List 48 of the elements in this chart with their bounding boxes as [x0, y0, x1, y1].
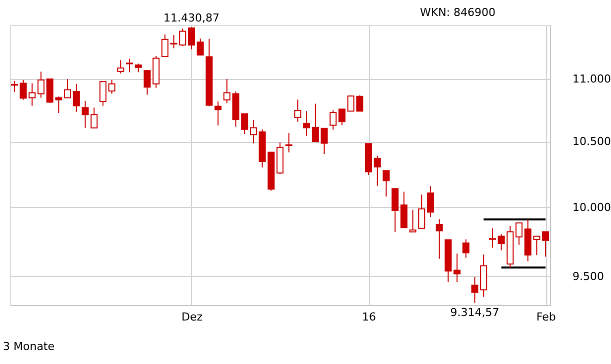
- candlestick: [64, 78, 72, 98]
- candlestick: [516, 222, 523, 246]
- candlestick: [409, 209, 416, 232]
- candlestick: [188, 26, 195, 50]
- candlestick: [382, 170, 390, 198]
- candlestick: [418, 194, 426, 229]
- y-tick-label: 11.000: [572, 72, 611, 86]
- candlestick: [392, 188, 399, 232]
- y-tick-label: 10.500: [572, 135, 611, 148]
- candlestick: [250, 119, 257, 144]
- candlestick: [108, 79, 116, 94]
- chart-subtitle: WKN: 846900: [420, 6, 496, 19]
- annotation: 9.314,57: [450, 306, 500, 319]
- candlestick: [37, 71, 44, 98]
- y-tick-label: 9.500: [572, 270, 604, 283]
- x-tick-label: Dez: [181, 310, 203, 324]
- candlestick: [82, 100, 89, 128]
- candlestick: [338, 108, 346, 126]
- candlestick: [400, 191, 408, 228]
- candlestick: [542, 231, 550, 258]
- candlestick: [312, 103, 319, 142]
- candlestick: [285, 132, 292, 153]
- candlestick: [144, 70, 151, 96]
- candlestick: [330, 110, 337, 130]
- candlestick: [320, 128, 328, 155]
- candlestick: [374, 155, 381, 186]
- candlestick: [488, 228, 496, 248]
- candlestick: [426, 186, 434, 218]
- candlestick: [161, 34, 168, 58]
- annotation: 11.430,87: [163, 11, 220, 24]
- candlestick: [99, 81, 106, 106]
- candlestick: [196, 38, 204, 56]
- candlestick: [126, 58, 134, 73]
- candlestick: [462, 238, 470, 258]
- candlestick: [117, 60, 124, 74]
- candlestick: [214, 100, 222, 126]
- candlestick: [436, 218, 443, 260]
- candlestick: [294, 99, 302, 122]
- candlestick: [72, 83, 80, 112]
- candlestick: [303, 110, 310, 136]
- x-tick-label: Feb: [536, 310, 556, 324]
- candlestick: [10, 80, 18, 92]
- candlestick: [241, 113, 248, 135]
- x-tick-label: 16: [362, 310, 376, 324]
- candlestick: [454, 253, 461, 283]
- y-tick-label: 10.000: [572, 200, 611, 214]
- candlestick: [90, 107, 98, 128]
- text: 3 Monate: [3, 340, 55, 353]
